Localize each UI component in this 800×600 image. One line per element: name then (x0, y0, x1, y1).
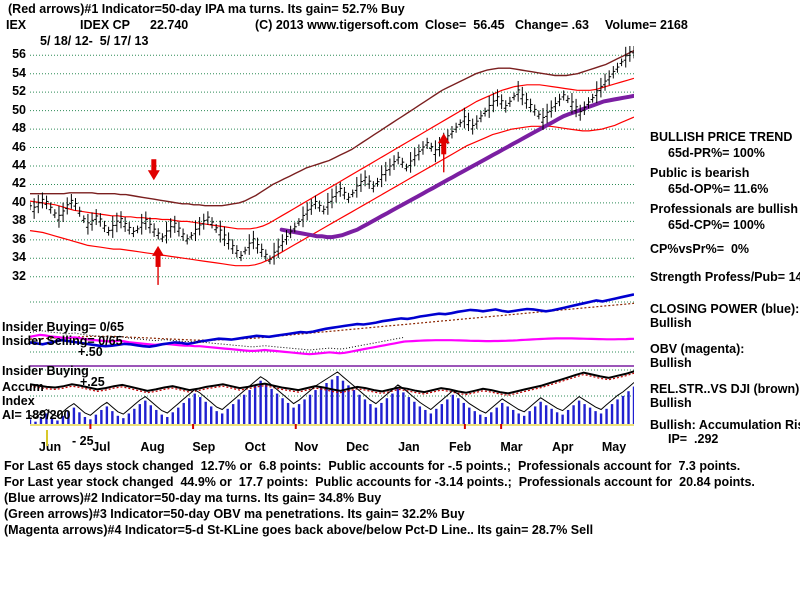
accumulation-title: Bullish: Accumulation Risi (650, 418, 800, 432)
y-tick-44: 44 (12, 158, 26, 172)
professional-title: Professionals are bullish (650, 202, 798, 216)
x-tick-nov: Nov (294, 440, 319, 454)
obv-title: OBV (magenta): (650, 342, 745, 356)
y-tick-46: 46 (12, 139, 26, 154)
y-tick-32: 32 (12, 268, 26, 283)
x-tick-sep: Sep (192, 440, 216, 454)
red-band-lower (30, 116, 634, 267)
obv-line-cont (404, 337, 634, 343)
y-tick-38: 38 (12, 213, 26, 228)
professional-value: 65d-CP%= 100% (668, 218, 765, 232)
x-tick-jun: Jun (38, 440, 62, 454)
x-tick-dec: Dec (346, 440, 370, 454)
cp-value: 22.740 (150, 18, 189, 32)
year-boundary-marker (46, 430, 48, 446)
arrow-red-buy-arrow[interactable] (152, 245, 165, 285)
trend-value: 65d-PR%= 100% (668, 146, 765, 160)
x-tick-may: May (601, 440, 627, 454)
insider-buying-label: Insider Buying= 0/65 (2, 320, 124, 334)
price-bars (30, 46, 634, 265)
trend-title: BULLISH PRICE TREND (650, 130, 793, 144)
close-price: Close= 56.45 (425, 18, 505, 32)
x-tick-mar: Mar (500, 440, 523, 454)
public-sentiment-value: 65d-OP%= 11.6% (668, 182, 769, 196)
accum-index-ma-dotted (30, 372, 634, 396)
accumulation-ip: IP= .292 (668, 432, 719, 446)
y-tick-42: 42 (12, 176, 26, 191)
subscale-minus25: - 25 (72, 434, 94, 448)
bottom-note-5: (Magenta arrows)#4 Indicator=5-d St-KLin… (4, 523, 594, 537)
upper-band-line (30, 49, 634, 207)
x-tick-jan: Jan (398, 440, 420, 454)
bottom-note-2: For Last year stock changed 44.9% or 17.… (4, 475, 755, 489)
arrow-red-sell-arrow[interactable] (147, 159, 160, 181)
rel-strength-value: Bullish (650, 396, 692, 410)
accum-index-value: AI= 189/200 (2, 408, 71, 422)
y-tick-34: 34 (12, 250, 26, 265)
price-chart-canvas[interactable] (30, 46, 634, 436)
chart-svg (30, 46, 634, 429)
bottom-note-1: For Last 65 days stock changed 12.7% or … (4, 459, 741, 473)
volume-bars (30, 376, 634, 424)
red-band-upper (30, 77, 634, 230)
accum-index-line3: Index (2, 394, 35, 408)
closing-power-value: Bullish (650, 316, 692, 330)
price-change: Change= .63 (515, 18, 589, 32)
bottom-note-4: (Green arrows)#3 Indicator=50-day OBV ma… (4, 507, 465, 521)
ticker-symbol: IEX (6, 18, 27, 32)
insider-selling-label: Insider Selling= 0/65 (2, 334, 123, 348)
volume-envelope (30, 371, 634, 419)
strength-prof-pub: Strength Profess/Pub= 14 (650, 270, 800, 284)
x-tick-apr: Apr (551, 440, 574, 454)
arrow-red-buy-arrow-2[interactable] (437, 133, 450, 173)
rel-strength-title: REL.STR..VS DJI (brown) (650, 382, 800, 396)
subscale-plus50: +.50 (78, 345, 103, 359)
y-tick-56: 56 (12, 47, 26, 62)
y-tick-36: 36 (12, 231, 26, 246)
subscale-plus25: +.25 (80, 375, 105, 389)
y-tick-48: 48 (12, 121, 26, 136)
x-tick-feb: Feb (449, 440, 472, 454)
closing-power-line (30, 293, 634, 349)
x-tick-aug: Aug (140, 440, 165, 454)
copyright-notice: (C) 2013 www.tigersoft.com (255, 18, 419, 32)
accum-index-line (30, 370, 634, 395)
y-tick-50: 50 (12, 102, 26, 117)
obv-line (30, 333, 405, 356)
bottom-note-3: (Blue arrows)#2 Indicator=50-day ma turn… (4, 491, 382, 505)
obv-value: Bullish (650, 356, 692, 370)
volume-value: Volume= 2168 (605, 18, 688, 32)
x-tick-jul: Jul (92, 440, 111, 454)
ma50-line (279, 93, 634, 240)
accum-index-line2: Accum (2, 380, 44, 394)
y-tick-54: 54 (12, 65, 26, 80)
company-name: IDEX CP (80, 18, 131, 32)
obv-ma-dotted (30, 330, 405, 351)
public-sentiment-title: Public is bearish (650, 166, 750, 180)
y-tick-52: 52 (12, 84, 26, 99)
y-tick-40: 40 (12, 194, 26, 209)
indicator-1-headline: (Red arrows)#1 Indicator=50-day IPA ma t… (8, 2, 405, 16)
rel-strength-line (30, 302, 634, 341)
x-tick-oct: Oct (244, 440, 266, 454)
cp-vs-pr-value: CP%vsPr%= 0% (650, 242, 750, 256)
closing-power-title: CLOSING POWER (blue): (650, 302, 800, 316)
accum-index-line1: Insider Buying (2, 364, 89, 378)
date-range: 5/ 18/ 12- 5/ 17/ 13 (40, 34, 149, 48)
